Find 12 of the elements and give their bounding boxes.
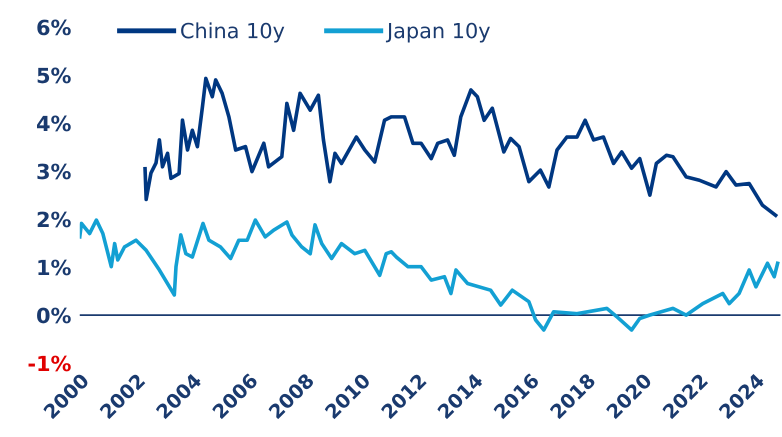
y-tick-label: 4% <box>36 116 71 132</box>
line-series <box>143 76 778 218</box>
line-series <box>80 218 780 332</box>
y-tick-label: 3% <box>37 164 71 180</box>
legend-label: China 10y <box>181 22 284 42</box>
y-tick-label: 1% <box>38 260 71 276</box>
y-tick-label: 0% <box>37 308 71 324</box>
y-tick-label: -1% <box>28 356 71 372</box>
y-tick-label: 5% <box>38 68 71 84</box>
legend-label: Japan 10y <box>386 22 490 42</box>
y-tick-label: 2% <box>38 212 71 228</box>
y-tick-label: 6% <box>37 20 71 36</box>
